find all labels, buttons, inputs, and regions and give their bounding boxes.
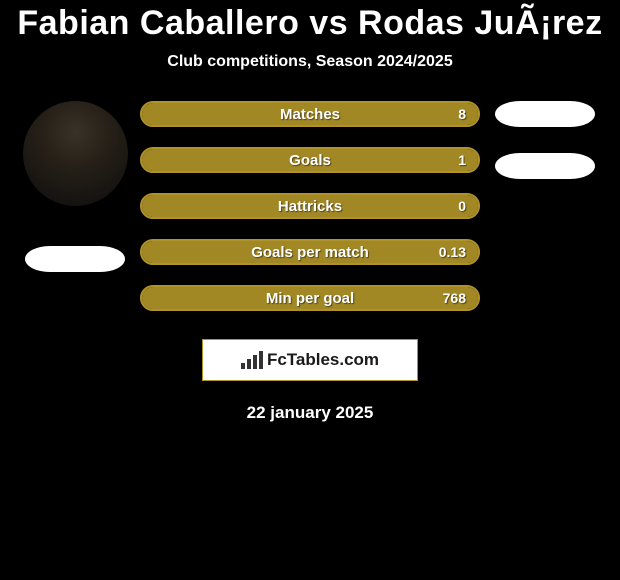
stat-label: Min per goal [140, 290, 480, 307]
watermark-text: FcTables.com [267, 350, 379, 370]
player-right-column [485, 101, 605, 179]
fctables-icon [241, 351, 263, 369]
stat-value: 0.13 [439, 244, 466, 260]
page-title: Fabian Caballero vs Rodas JuÃ¡rez [0, 4, 620, 43]
main-row: Matches8Goals1Hattricks0Goals per match0… [0, 101, 620, 311]
stat-value: 8 [458, 106, 466, 122]
stat-label: Hattricks [140, 198, 480, 215]
stat-bar: Goals per match0.13 [140, 239, 480, 265]
watermark-box: FcTables.com [202, 339, 418, 381]
player-left-name-pill [25, 246, 125, 272]
comparison-card: Fabian Caballero vs Rodas JuÃ¡rez Club c… [0, 0, 620, 580]
stat-label: Goals [140, 152, 480, 169]
date-label: 22 january 2025 [0, 403, 620, 423]
subtitle: Club competitions, Season 2024/2025 [0, 53, 620, 71]
stat-label: Goals per match [140, 244, 480, 261]
stat-bar: Hattricks0 [140, 193, 480, 219]
stat-label: Matches [140, 106, 480, 123]
stat-bar: Min per goal768 [140, 285, 480, 311]
player-left-avatar [23, 101, 128, 206]
player-right-name-pill-1 [495, 101, 595, 127]
stat-value: 1 [458, 152, 466, 168]
stat-bar: Matches8 [140, 101, 480, 127]
stat-value: 0 [458, 198, 466, 214]
player-right-name-pill-2 [495, 153, 595, 179]
stat-bar: Goals1 [140, 147, 480, 173]
stat-value: 768 [443, 290, 466, 306]
player-left-column [15, 101, 135, 272]
stats-column: Matches8Goals1Hattricks0Goals per match0… [135, 101, 485, 311]
